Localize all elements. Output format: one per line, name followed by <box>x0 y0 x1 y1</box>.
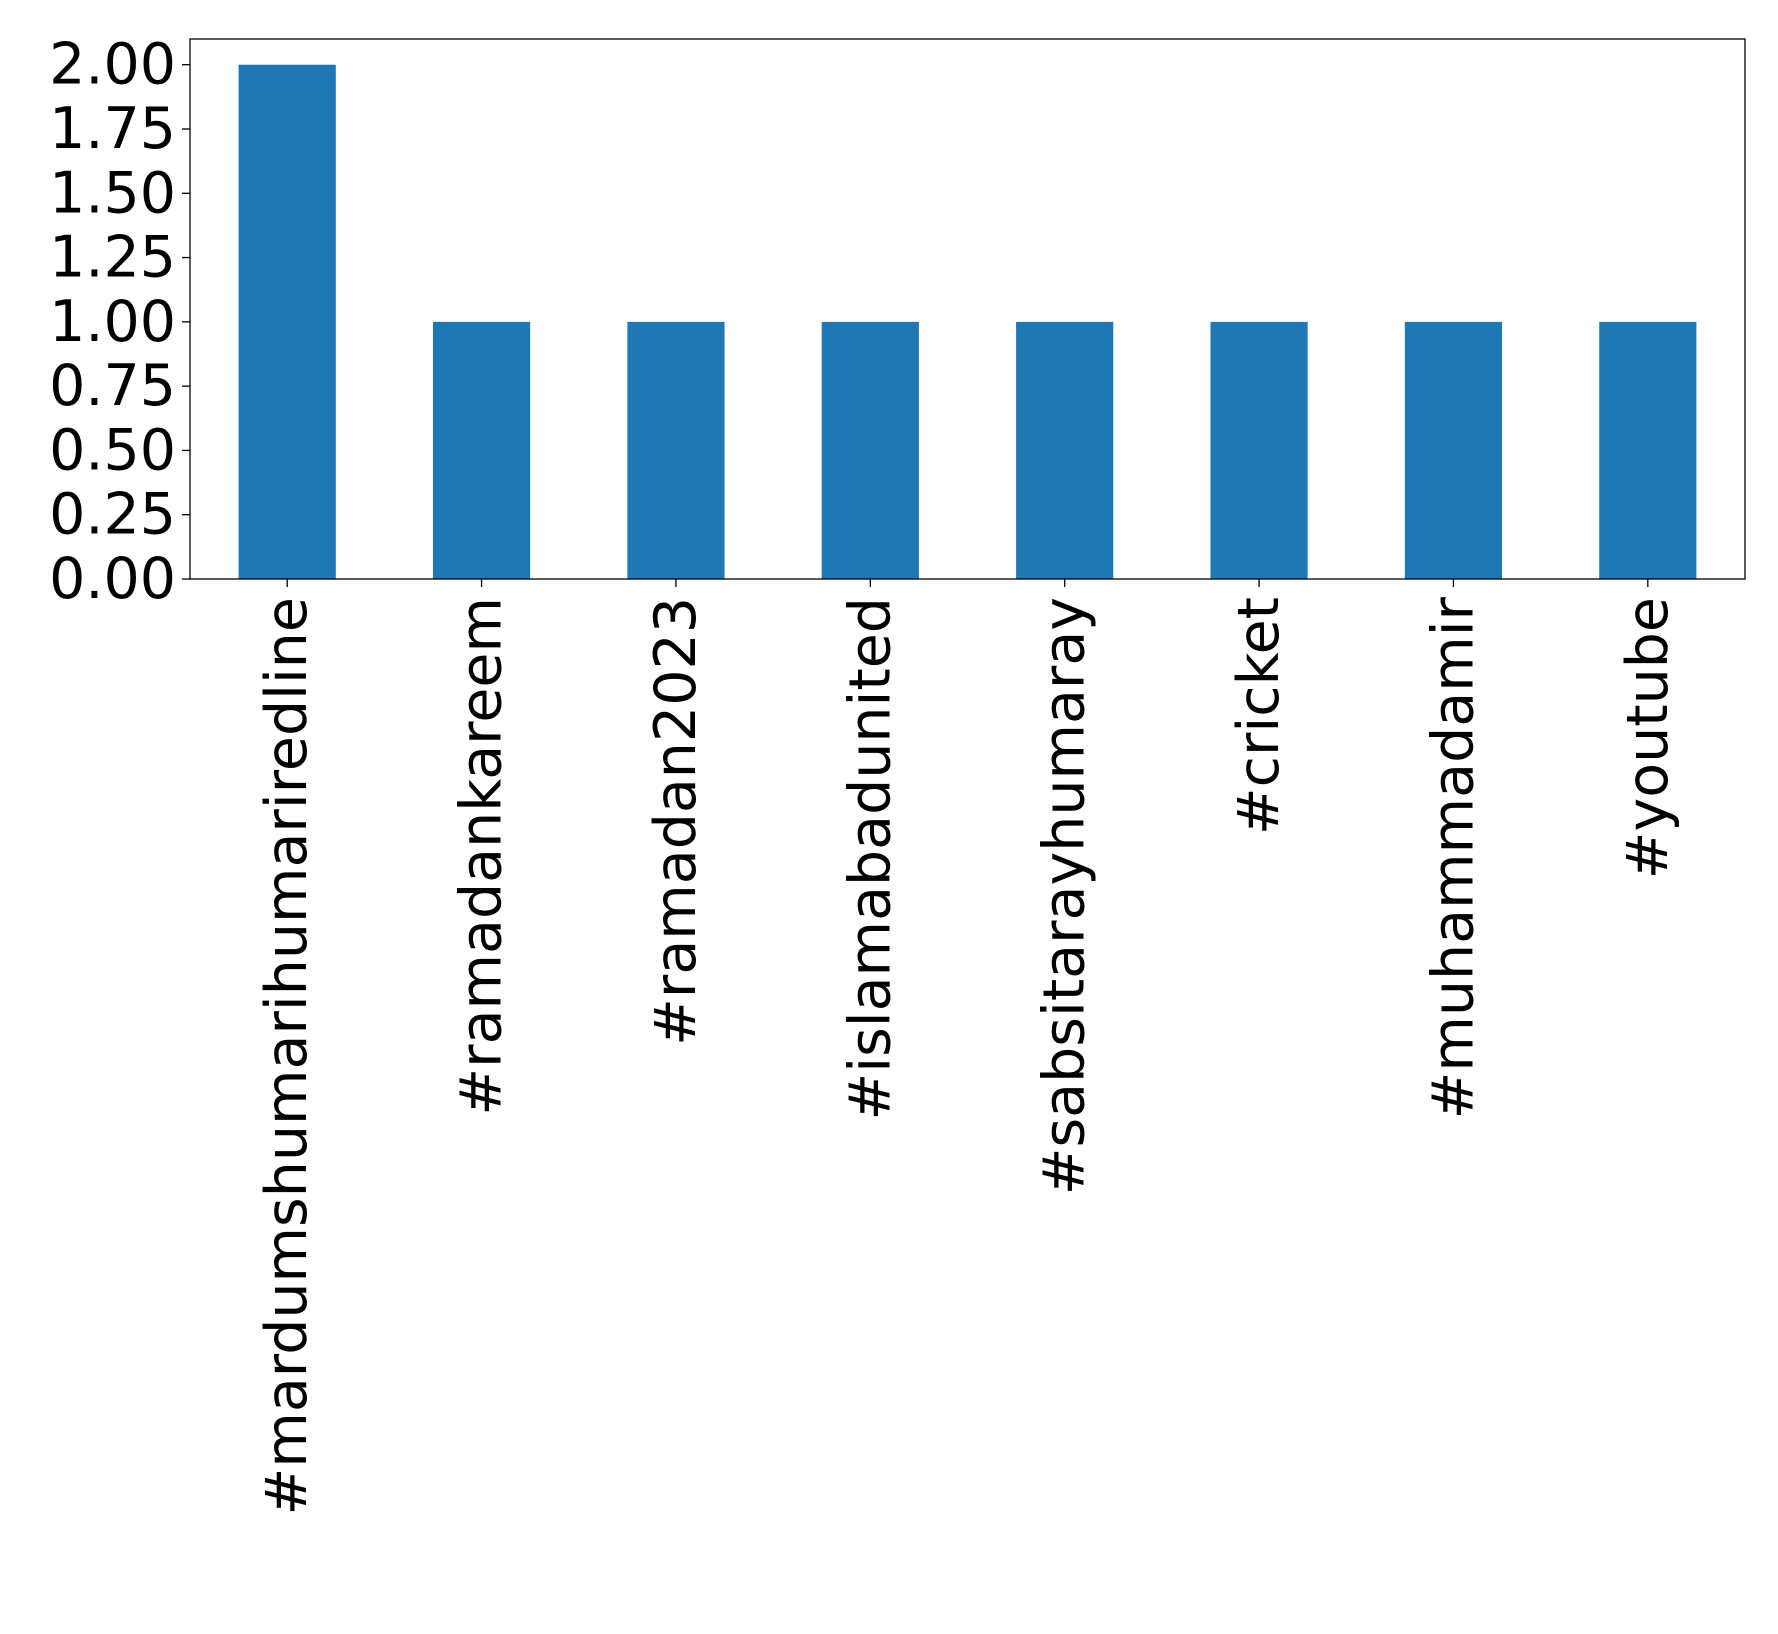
plot-frame <box>189 38 1746 580</box>
y-tick-label: 0.00 <box>49 546 176 612</box>
bar-4 <box>1016 321 1114 579</box>
x-tick-label: #youtube <box>1615 597 1681 879</box>
y-tick-label: 0.50 <box>49 417 176 483</box>
bars-layer <box>238 64 1697 579</box>
bar-1 <box>432 321 531 579</box>
bar-0 <box>238 64 336 579</box>
y-tick-label: 0.25 <box>49 482 176 548</box>
bar-7 <box>1599 321 1697 579</box>
x-tick-label: #sabsitarayhumaray <box>1032 597 1098 1195</box>
y-tick-label: 1.25 <box>49 225 176 291</box>
y-tick-label: 0.75 <box>49 353 176 419</box>
x-tick-label: #cricket <box>1226 597 1292 835</box>
x-tick-label: #ramadan2023 <box>643 597 709 1046</box>
y-axis: 0.000.250.500.751.001.251.501.752.00 <box>49 32 190 612</box>
x-tick-label: #muhammadamir <box>1420 596 1486 1119</box>
bar-5 <box>1210 321 1308 579</box>
x-tick-label: #ramadankareem <box>449 597 515 1116</box>
bar-6 <box>1404 321 1503 579</box>
y-tick-label: 1.75 <box>49 96 176 162</box>
y-tick-label: 1.50 <box>49 160 176 226</box>
bar-3 <box>821 321 919 579</box>
x-axis: #mardumshumarihumariredline #ramadankaree… <box>254 579 1681 1515</box>
x-tick-label: #islamabadunited <box>837 597 903 1120</box>
y-tick-label: 2.00 <box>49 32 176 98</box>
bar-2 <box>627 321 725 579</box>
y-tick-label: 1.00 <box>49 289 176 355</box>
x-tick-label: #mardumshumarihumariredline <box>254 597 320 1515</box>
